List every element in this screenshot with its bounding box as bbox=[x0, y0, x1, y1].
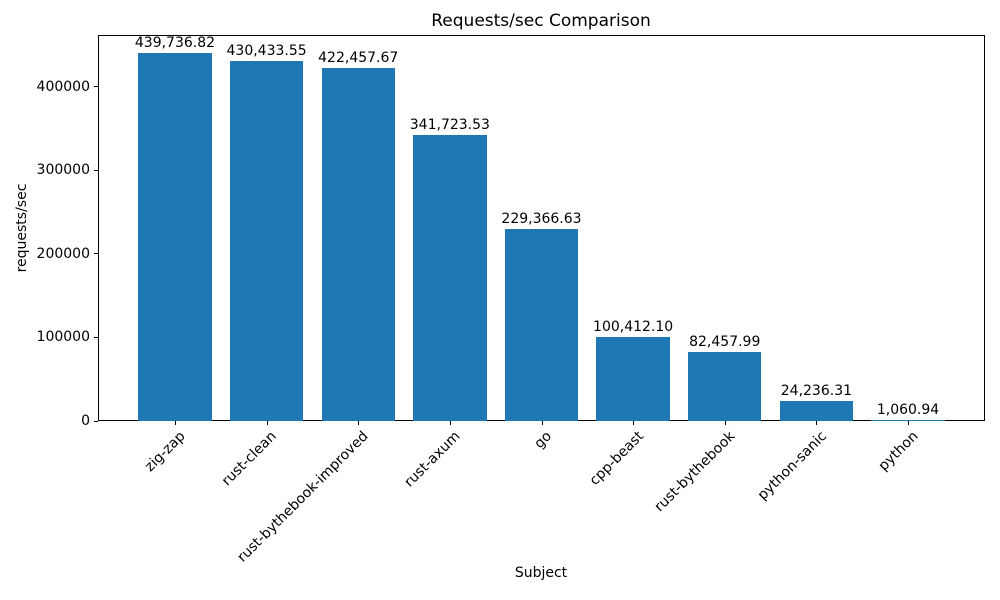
bar-value-label: 430,433.55 bbox=[226, 43, 307, 60]
x-tick-label: rust-clean bbox=[219, 428, 281, 490]
bar-value-label: 422,457.67 bbox=[318, 49, 399, 66]
bar bbox=[413, 135, 487, 421]
y-tick bbox=[94, 420, 98, 422]
x-tick bbox=[174, 421, 176, 425]
x-tick-label: python-sanic bbox=[754, 428, 831, 504]
x-tick-label: python bbox=[875, 428, 922, 475]
y-tick-label: 200000 bbox=[36, 245, 90, 262]
bar-value-label: 229,366.63 bbox=[501, 211, 582, 228]
y-tick bbox=[94, 253, 98, 255]
x-tick bbox=[633, 421, 635, 425]
chart-title: Requests/sec Comparison bbox=[431, 11, 651, 31]
y-tick bbox=[94, 86, 98, 88]
x-tick bbox=[266, 421, 268, 425]
bar-value-label: 24,236.31 bbox=[780, 382, 853, 399]
x-axis-label: Subject bbox=[514, 565, 568, 581]
bar bbox=[229, 61, 304, 421]
bar bbox=[138, 53, 212, 421]
x-tick bbox=[908, 421, 910, 425]
bar-value-label: 100,412.10 bbox=[593, 319, 674, 336]
bar bbox=[871, 420, 945, 421]
bar-value-label: 1,060.94 bbox=[876, 402, 940, 418]
x-tick bbox=[358, 421, 360, 425]
y-tick bbox=[94, 336, 98, 338]
y-tick-label: 300000 bbox=[36, 162, 90, 179]
x-tick bbox=[724, 421, 726, 425]
bar bbox=[321, 67, 395, 421]
x-tick-label: zig-zap bbox=[141, 428, 189, 475]
bar bbox=[688, 352, 762, 421]
x-tick-label: cpp-beast bbox=[586, 428, 647, 489]
y-axis-label: requests/sec bbox=[14, 183, 30, 273]
bar bbox=[779, 400, 854, 421]
x-tick bbox=[541, 421, 543, 425]
bar bbox=[504, 229, 579, 421]
bar bbox=[596, 337, 670, 421]
bar-value-label: 341,723.53 bbox=[409, 117, 490, 134]
y-tick-label: 400000 bbox=[36, 78, 90, 95]
x-tick-label: go bbox=[531, 428, 556, 452]
y-tick-label: 100000 bbox=[36, 329, 90, 346]
x-tick bbox=[816, 421, 818, 425]
x-tick-label: rust-bythebook bbox=[651, 428, 739, 516]
y-tick bbox=[94, 169, 98, 171]
x-tick bbox=[449, 421, 451, 425]
x-tick-label: rust-axum bbox=[401, 428, 464, 491]
y-tick-label: 0 bbox=[81, 413, 90, 429]
bar-value-label: 82,457.99 bbox=[689, 334, 761, 351]
bar-value-label: 439,736.82 bbox=[134, 35, 216, 52]
